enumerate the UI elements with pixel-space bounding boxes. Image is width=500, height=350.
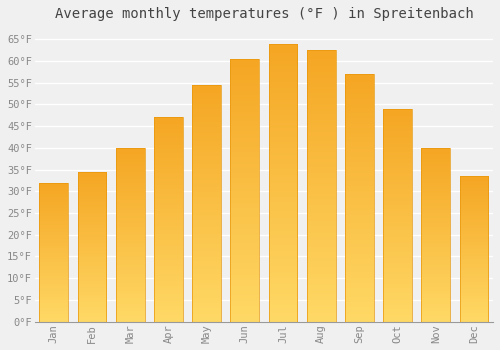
Bar bbox=[383, 109, 412, 322]
Bar bbox=[40, 183, 68, 322]
Bar bbox=[230, 59, 259, 322]
Title: Average monthly temperatures (°F ) in Spreitenbach: Average monthly temperatures (°F ) in Sp… bbox=[54, 7, 474, 21]
Bar bbox=[345, 74, 374, 322]
Bar bbox=[154, 118, 182, 322]
Bar bbox=[192, 85, 221, 322]
Bar bbox=[307, 50, 336, 322]
Bar bbox=[116, 148, 144, 322]
Bar bbox=[460, 176, 488, 322]
Bar bbox=[268, 44, 298, 322]
Bar bbox=[78, 172, 106, 322]
Bar bbox=[422, 148, 450, 322]
